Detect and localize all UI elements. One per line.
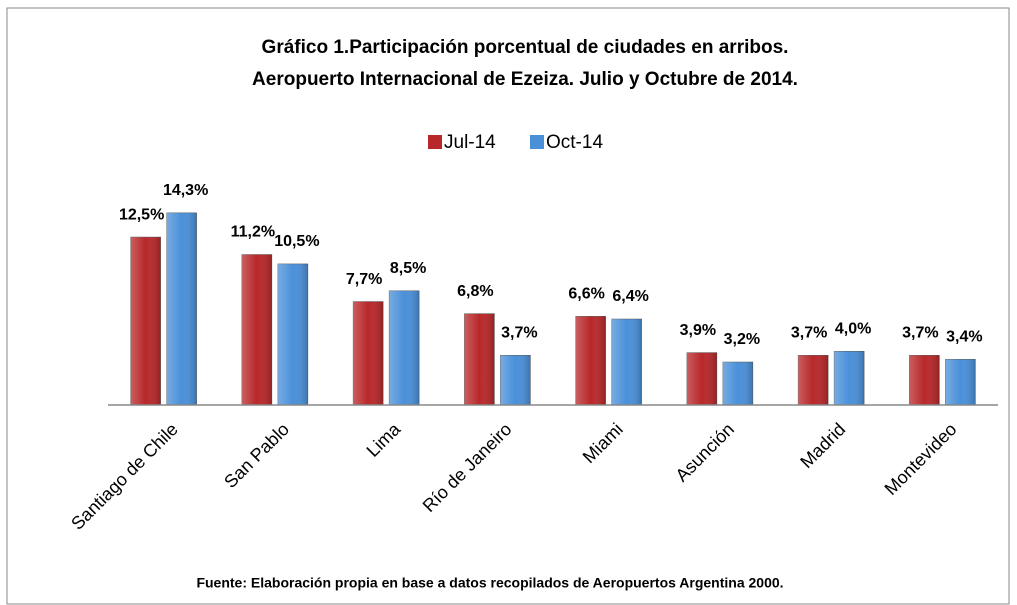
bar-sheen (611, 319, 642, 405)
value-label: 10,5% (274, 233, 319, 250)
bar-sheen (798, 355, 829, 405)
bar-sheen (241, 254, 272, 405)
legend-label: Jul-14 (444, 132, 496, 153)
bar-sheen (834, 351, 865, 405)
value-label: 14,3% (163, 182, 208, 199)
value-label: 4,0% (835, 320, 871, 337)
value-label: 6,4% (612, 288, 648, 305)
legend-label: Oct-14 (546, 132, 603, 153)
value-label: 8,5% (390, 260, 426, 277)
value-label: 6,6% (568, 286, 604, 303)
value-label: 3,7% (791, 325, 827, 342)
value-label: 3,4% (946, 329, 982, 346)
bar-sheen (722, 362, 753, 405)
bar-sheen (945, 359, 976, 405)
bar-sheen (166, 212, 197, 405)
value-label: 3,2% (724, 331, 760, 348)
bar-sheen (277, 263, 308, 405)
value-label: 6,8% (457, 283, 493, 300)
value-label: 3,7% (501, 325, 537, 342)
bar-sheen (130, 237, 161, 405)
chart-subtitle: Aeropuerto Internacional de Ezeiza. Juli… (252, 69, 798, 90)
value-label: 3,9% (680, 322, 716, 339)
source-note: Fuente: Elaboración propia en base a dat… (196, 575, 783, 591)
value-label: 12,5% (119, 206, 164, 223)
bar-sheen (464, 313, 495, 405)
value-label: 11,2% (231, 224, 275, 241)
legend-swatch (428, 135, 442, 149)
bar-sheen (389, 290, 420, 405)
chart-title: Gráfico 1.Participación porcentual de ci… (262, 37, 789, 58)
bar-sheen (575, 316, 606, 405)
bar-sheen (686, 352, 717, 405)
bar-sheen (909, 355, 940, 405)
value-label: 3,7% (902, 325, 938, 342)
legend-swatch (530, 135, 544, 149)
value-label: 7,7% (346, 271, 382, 288)
bar-sheen (353, 301, 384, 405)
bar-sheen (500, 355, 531, 405)
